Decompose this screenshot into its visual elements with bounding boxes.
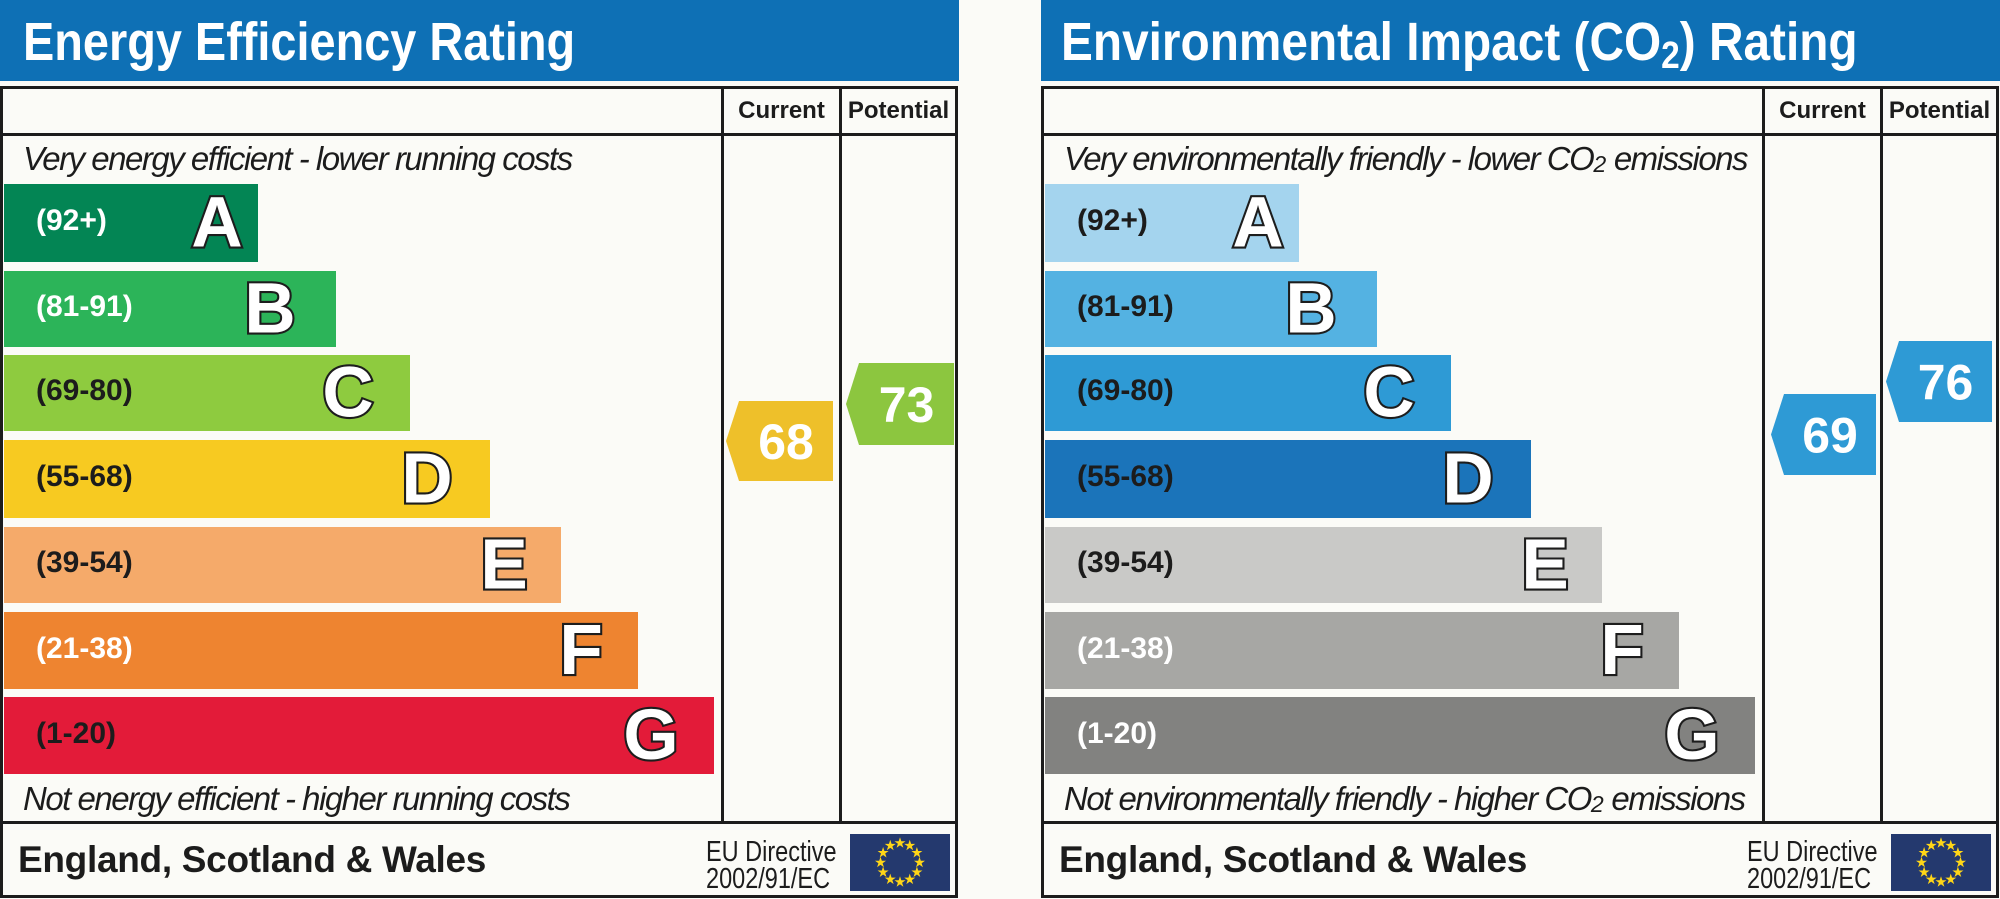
svg-text:A: A bbox=[191, 184, 242, 263]
svg-text:73: 73 bbox=[879, 377, 935, 433]
svg-text:B: B bbox=[1285, 270, 1336, 349]
svg-text:69: 69 bbox=[1802, 408, 1858, 464]
svg-text:D: D bbox=[401, 440, 452, 519]
svg-text:G: G bbox=[1664, 696, 1719, 775]
svg-text:D: D bbox=[1442, 440, 1493, 519]
svg-text:F: F bbox=[559, 611, 602, 690]
svg-text:A: A bbox=[1232, 184, 1283, 263]
svg-text:B: B bbox=[244, 270, 295, 349]
svg-text:76: 76 bbox=[1918, 355, 1974, 411]
svg-text:E: E bbox=[1521, 526, 1568, 605]
svg-text:68: 68 bbox=[758, 414, 814, 470]
svg-text:G: G bbox=[623, 696, 678, 775]
svg-text:C: C bbox=[322, 354, 373, 433]
svg-text:E: E bbox=[480, 526, 527, 605]
svg-text:F: F bbox=[1600, 611, 1643, 690]
svg-text:C: C bbox=[1363, 354, 1414, 433]
